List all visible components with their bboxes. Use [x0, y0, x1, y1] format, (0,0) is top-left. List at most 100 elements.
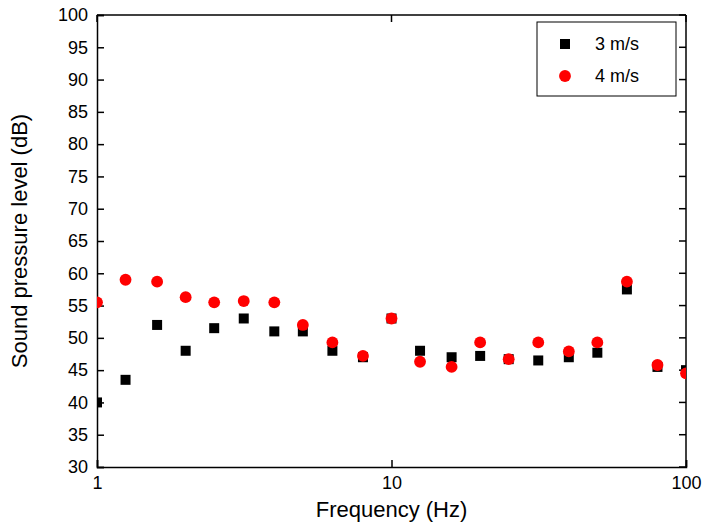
- point: [152, 320, 162, 330]
- tick-label: 50: [68, 328, 88, 348]
- tick-mark: [97, 434, 104, 436]
- point: [297, 319, 309, 331]
- tick-mark: [97, 241, 104, 243]
- point: [563, 346, 575, 358]
- tick-mark: [679, 79, 686, 81]
- point: [269, 326, 279, 336]
- tick-mark: [679, 240, 686, 242]
- tick-label: 65: [68, 231, 88, 251]
- tick-label: 60: [68, 264, 88, 284]
- point: [151, 276, 163, 288]
- tick-mark: [96, 15, 98, 22]
- y-axis: 30 35 40 45 50 55 60 65 70 75 80 85 90 95 100: [58, 5, 104, 477]
- tick-mark: [97, 79, 104, 81]
- tick: 50: [68, 328, 104, 348]
- tick: 45: [68, 360, 104, 380]
- legend-marker: [560, 39, 570, 49]
- point: [533, 355, 543, 365]
- tick-mark: [97, 370, 104, 372]
- tick-mark: [679, 143, 686, 145]
- tick-mark: [679, 402, 686, 404]
- x-axis: 1 10 100: [92, 460, 701, 493]
- tick: 30: [68, 457, 104, 477]
- tick-label: 1: [92, 473, 102, 493]
- series: [97, 284, 686, 407]
- tick: 100: [58, 5, 104, 25]
- tick-mark: [391, 460, 393, 467]
- frame: [97, 15, 686, 467]
- point: [474, 336, 486, 348]
- legend-label: 4 m/s: [595, 66, 639, 86]
- tick-label: 40: [68, 393, 88, 413]
- tick-mark: [97, 467, 104, 469]
- point: [592, 348, 602, 358]
- tick-label: 70: [68, 199, 88, 219]
- tick-mark: [97, 208, 104, 210]
- point: [415, 346, 425, 356]
- tick-mark: [97, 144, 104, 146]
- tick-mark: [679, 466, 686, 468]
- tick: 85: [68, 102, 104, 122]
- plot: 1 10 100 30 35 40 45 50 55 60 65 70 75 80 85 90 95 100 3 m…: [58, 5, 702, 493]
- tick-label: 75: [68, 167, 88, 187]
- tick-label: 85: [68, 102, 88, 122]
- y-axis-title: Sound pressure level (dB): [7, 114, 32, 368]
- series: [97, 274, 686, 379]
- tick: 10: [382, 460, 402, 493]
- point: [591, 336, 603, 348]
- point: [503, 353, 515, 365]
- tick-mark: [97, 176, 104, 178]
- point: [532, 336, 544, 348]
- point: [652, 359, 664, 371]
- tick: 95: [68, 38, 104, 58]
- tick-mark: [679, 47, 686, 49]
- tick-mark: [679, 208, 686, 210]
- tick-mark: [97, 273, 104, 275]
- tick-mark: [97, 338, 104, 340]
- chart: 1 10 100 30 35 40 45 50 55 60 65 70 75 80 85 90 95 100 3 m…: [0, 0, 721, 529]
- tick: 55: [68, 296, 104, 316]
- tick: 40: [68, 393, 104, 413]
- point: [268, 296, 280, 308]
- tick: 60: [68, 264, 104, 284]
- point: [97, 296, 103, 308]
- point: [386, 313, 398, 325]
- tick: 65: [68, 231, 104, 251]
- point: [621, 276, 633, 288]
- point: [680, 367, 686, 379]
- legend: 3 m/s4 m/s: [537, 22, 676, 96]
- tick-mark: [679, 337, 686, 339]
- tick-label: 45: [68, 360, 88, 380]
- tick: 75: [68, 167, 104, 187]
- tick-label: 55: [68, 296, 88, 316]
- legend-marker: [559, 70, 571, 82]
- x-axis-title: Frequency (Hz): [316, 497, 468, 522]
- tick-mark: [679, 14, 686, 16]
- tick-mark: [679, 305, 686, 307]
- point: [446, 361, 458, 373]
- point: [326, 336, 338, 348]
- tick-label: 35: [68, 425, 88, 445]
- point: [414, 356, 426, 368]
- tick-mark: [97, 112, 104, 114]
- tick-label: 90: [68, 70, 88, 90]
- tick-label: 30: [68, 457, 88, 477]
- tick-mark: [685, 15, 687, 22]
- tick-mark: [679, 111, 686, 113]
- point: [181, 346, 191, 356]
- tick-label: 100: [671, 473, 701, 493]
- tick-label: 80: [68, 134, 88, 154]
- point: [357, 350, 369, 362]
- tick-mark: [97, 47, 104, 49]
- point: [209, 323, 219, 333]
- point: [121, 375, 131, 385]
- point: [504, 354, 514, 364]
- point: [120, 274, 132, 286]
- point: [475, 351, 485, 361]
- point: [97, 397, 102, 407]
- tick-mark: [679, 434, 686, 436]
- point: [447, 352, 457, 362]
- point: [208, 296, 220, 308]
- axis-line: [98, 460, 687, 468]
- point: [238, 295, 250, 307]
